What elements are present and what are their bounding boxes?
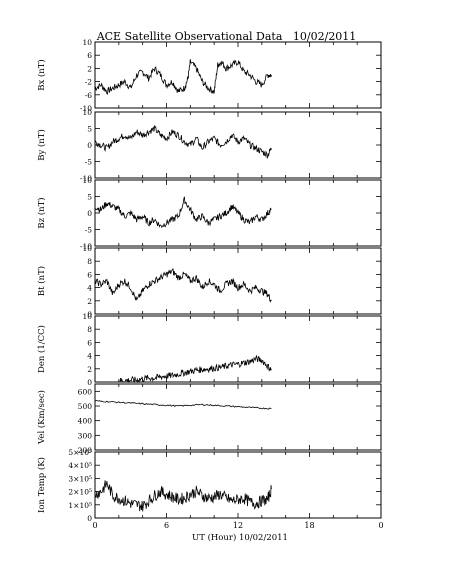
- y-tick-label: 4: [87, 284, 92, 293]
- y-tick-label: 200: [78, 446, 93, 455]
- y-tick-label: 2: [87, 64, 92, 73]
- y-tick-label: 2: [87, 365, 92, 374]
- y-tick-label: 4: [87, 352, 92, 361]
- y-tick-label: 3×10⁵: [68, 474, 92, 483]
- y-axis-label: Bt (nT): [36, 266, 47, 296]
- chart-title: ACE Satellite Observational Data 10/02/2…: [0, 30, 453, 43]
- panel-1: 10 6 2 -2 -6 -10 Bx (nT): [36, 38, 382, 113]
- y-tick-label: 10: [82, 108, 92, 117]
- y-tick-label: 0: [87, 141, 92, 150]
- y-axis-label: Bx (nT): [36, 59, 47, 91]
- y-tick-label: 8: [87, 325, 92, 334]
- x-tick-label: 12: [233, 521, 243, 530]
- chart-panels: 10 6 2 -2 -6 -10 Bx (nT) 10 5 0 -5 -10 By (nT) 10 5 0 -5…: [36, 38, 382, 523]
- series-line: [94, 196, 272, 228]
- chart-title-text: ACE Satellite Observational Data: [96, 30, 283, 43]
- y-tick-label: 0: [87, 310, 92, 319]
- y-tick-label: -5: [85, 158, 93, 167]
- panel-6: 600 500 400 300 200 Vel (Km/sec): [36, 383, 382, 455]
- panel-frame: [94, 247, 382, 315]
- panel-frame: [94, 315, 382, 383]
- y-tick-label: 10: [82, 176, 92, 185]
- y-tick-label: 400: [78, 417, 93, 426]
- y-tick-label: 0: [87, 378, 92, 387]
- series-line: [94, 125, 272, 160]
- y-axis-label: Ion Temp (K): [36, 457, 47, 513]
- series-line: [94, 268, 272, 303]
- y-tick-label: 600: [78, 387, 93, 396]
- y-axis-label: Den (1/CC): [36, 325, 47, 373]
- panel-4: 10 8 6 4 2 0 Bt (nT): [36, 244, 382, 319]
- y-tick-label: 300: [78, 431, 93, 440]
- y-tick-label: -10: [80, 174, 92, 183]
- panel-frame: [94, 179, 382, 247]
- y-tick-label: -10: [80, 242, 92, 251]
- series-line: [94, 400, 272, 410]
- y-tick-label: 10: [82, 312, 92, 321]
- y-tick-label: 2: [87, 297, 92, 306]
- y-tick-label: -6: [85, 91, 93, 100]
- y-tick-label: 5: [87, 193, 92, 202]
- x-axis: 0 6 12 18 0 UT (Hour) 10/02/2011: [92, 521, 383, 543]
- y-tick-label: -10: [80, 104, 92, 113]
- y-tick-label: -5: [85, 226, 93, 235]
- panel-2: 10 5 0 -5 -10 By (nT): [36, 108, 382, 183]
- y-tick-label: 2×10⁵: [68, 488, 92, 497]
- y-tick-label: 8: [87, 257, 92, 266]
- series-line: [118, 354, 272, 384]
- y-tick-label: 500: [78, 402, 93, 411]
- panel-frame: [94, 383, 382, 451]
- y-tick-label: 4×10⁵: [68, 461, 92, 470]
- x-axis-label: UT (Hour) 10/02/2011: [192, 532, 288, 543]
- x-tick-label: 0: [92, 521, 97, 530]
- panel-5: 10 8 6 4 2 0 Den (1/CC): [36, 312, 382, 387]
- x-tick-label: 18: [304, 521, 314, 530]
- y-tick-label: -2: [85, 78, 93, 87]
- panel-7: 5×10⁵ 4×10⁵ 3×10⁵ 2×10⁵ 1×10⁵ 0 Ion Temp (K): [36, 448, 382, 523]
- y-tick-label: 10: [82, 244, 92, 253]
- y-tick-label: 0: [87, 514, 92, 523]
- y-tick-label: 6: [87, 338, 92, 347]
- y-tick-label: 10: [82, 38, 92, 47]
- y-axis-label: By (nT): [36, 129, 47, 161]
- y-axis-label: Vel (Km/sec): [36, 390, 47, 445]
- panel-frame: [94, 111, 382, 179]
- chart-title-date: 10/02/2011: [292, 30, 357, 43]
- y-tick-label: 1×10⁵: [68, 501, 92, 510]
- series-line: [94, 59, 272, 95]
- x-tick-label: 6: [164, 521, 169, 530]
- y-axis-label: Bz (nT): [36, 197, 47, 228]
- panel-3: 10 5 0 -5 -10 Bz (nT): [36, 176, 382, 251]
- y-tick-label: 0: [87, 209, 92, 218]
- x-tick-label: 0: [378, 521, 383, 530]
- panel-frame: [94, 451, 382, 519]
- y-tick-label: 6: [87, 51, 92, 60]
- y-tick-label: 5×10⁵: [68, 448, 92, 457]
- y-tick-label: 6: [87, 270, 92, 279]
- y-tick-label: 5: [87, 125, 92, 134]
- series-line: [94, 480, 272, 512]
